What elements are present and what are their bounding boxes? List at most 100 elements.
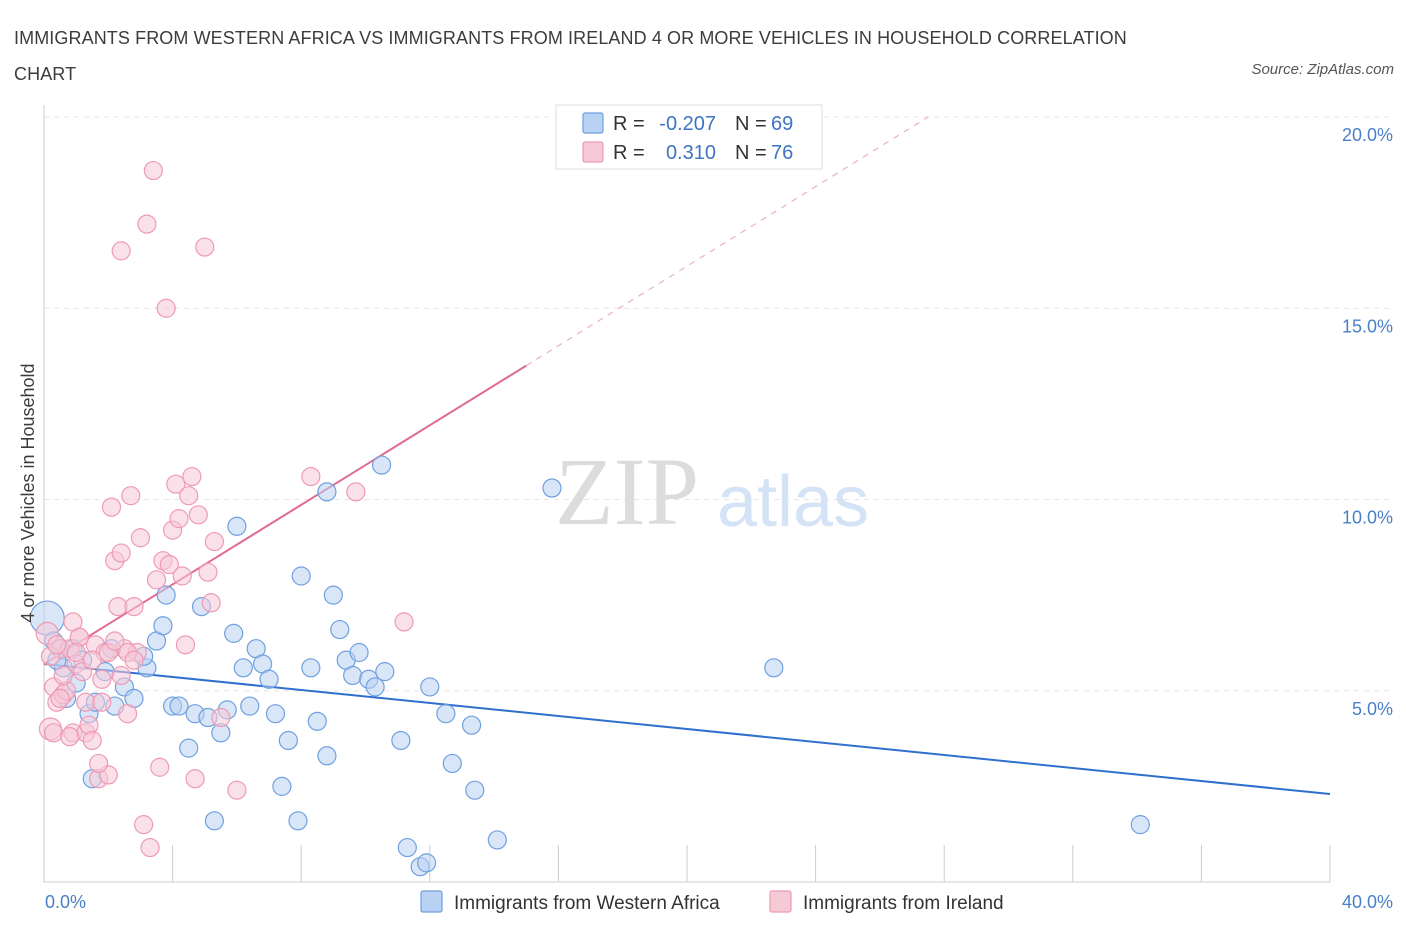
- ireland-point: [201, 593, 221, 613]
- western-africa-point: [397, 837, 417, 858]
- western-africa-point: [461, 715, 482, 735]
- ireland-point: [130, 528, 151, 548]
- r-label: R =: [613, 142, 645, 164]
- western-africa-swatch: [582, 112, 604, 134]
- trend-lines: [43, 116, 1331, 796]
- ireland-point: [82, 650, 102, 670]
- x-tick-label: 40.0%: [1342, 892, 1393, 912]
- source-label: Source: ZipAtlas.com: [1251, 61, 1394, 78]
- western-africa-point: [542, 478, 562, 498]
- western-africa-point: [278, 730, 298, 751]
- legend-label-western-africa: Immigrants from Western Africa: [454, 893, 720, 914]
- r-value: -0.207: [659, 113, 716, 135]
- ireland-point: [66, 642, 86, 663]
- ireland-point: [346, 482, 366, 502]
- western-africa-point: [265, 704, 286, 724]
- legend-swatch-western-africa: [420, 890, 443, 913]
- ireland-point: [156, 298, 176, 318]
- western-africa-point: [487, 830, 507, 850]
- x-tick-label: 0.0%: [45, 892, 86, 912]
- western-africa-point: [179, 738, 199, 758]
- ireland-point: [111, 241, 131, 261]
- watermark-zip: ZIP: [555, 438, 699, 545]
- western-africa-point: [442, 753, 462, 774]
- western-africa-point: [240, 696, 260, 716]
- ireland-point: [50, 688, 70, 709]
- western-africa-point: [317, 746, 337, 766]
- ireland-point: [195, 237, 215, 257]
- western-africa-point: [169, 696, 189, 716]
- ireland-point: [60, 727, 80, 747]
- ireland-point: [166, 474, 186, 494]
- ireland-point: [301, 466, 321, 487]
- ireland-point: [227, 780, 247, 800]
- ireland-point: [175, 635, 196, 655]
- ireland-point: [182, 466, 202, 487]
- watermark: ZIP atlas: [555, 438, 869, 545]
- ireland-point: [92, 669, 112, 689]
- western-africa-trend: [43, 662, 1331, 796]
- series-legend: Immigrants from Western Africa Immigrants…: [420, 890, 1004, 914]
- ireland-point: [137, 214, 157, 234]
- n-label: N =: [735, 142, 767, 164]
- western-africa-point: [233, 658, 253, 678]
- western-africa-point: [323, 585, 343, 605]
- data-points: [29, 160, 1150, 877]
- western-africa-point: [204, 811, 224, 831]
- y-tick-label: 20.0%: [1342, 125, 1393, 145]
- ireland-point: [121, 486, 141, 506]
- legend-swatch-ireland: [769, 890, 792, 913]
- ireland-point: [111, 665, 131, 686]
- ireland-trend: [43, 364, 527, 665]
- x-tick-labels: 0.0% 40.0%: [45, 892, 1393, 912]
- ireland-point: [47, 635, 67, 655]
- y-tick-label: 15.0%: [1342, 316, 1393, 336]
- western-africa-point: [153, 616, 173, 636]
- ireland-point: [188, 505, 208, 525]
- ireland-point: [394, 612, 414, 632]
- western-africa-point: [349, 642, 369, 663]
- ireland-point: [53, 665, 73, 686]
- ireland-point: [204, 531, 224, 552]
- ireland-point: [124, 596, 144, 617]
- r-value: 0.310: [666, 142, 716, 164]
- western-africa-point: [436, 704, 456, 724]
- western-africa-point: [301, 658, 321, 678]
- y-tick-labels: 5.0% 10.0% 15.0% 20.0%: [1342, 125, 1393, 719]
- ireland-point: [124, 650, 144, 670]
- ireland-point: [117, 704, 138, 724]
- western-africa-point: [156, 585, 176, 605]
- ireland-point: [44, 723, 64, 743]
- correlation-legend: R = -0.207 N = 69 R = 0.310 N = 76: [555, 104, 823, 170]
- n-value: 69: [771, 113, 793, 135]
- western-africa-point: [291, 566, 311, 586]
- ireland-point: [101, 497, 122, 517]
- r-label: R =: [613, 113, 645, 135]
- western-africa-point: [288, 811, 308, 831]
- ireland-point: [150, 757, 170, 777]
- y-axis-title: 4 or more Vehicles in Household: [18, 363, 38, 622]
- ireland-point: [185, 769, 205, 789]
- legend-label-ireland: Immigrants from Ireland: [803, 893, 1004, 914]
- watermark-atlas: atlas: [717, 462, 869, 542]
- western-africa-point: [1130, 815, 1150, 835]
- ireland-point: [143, 160, 163, 181]
- ireland-point: [89, 753, 109, 774]
- ireland-point: [134, 815, 154, 835]
- n-label: N =: [735, 113, 767, 135]
- chart-title: IMMIGRANTS FROM WESTERN AFRICA VS IMMIGR…: [14, 28, 1127, 84]
- ireland-point: [111, 543, 131, 563]
- western-africa-point: [317, 482, 337, 502]
- ireland-point: [179, 486, 199, 506]
- ireland-point: [146, 570, 167, 590]
- western-africa-point: [343, 665, 363, 686]
- western-africa-point: [330, 619, 350, 640]
- ireland-point: [159, 554, 179, 575]
- western-africa-point: [416, 853, 437, 873]
- western-africa-point: [371, 455, 392, 475]
- ireland-point: [198, 562, 218, 582]
- western-africa-point: [375, 662, 395, 682]
- n-value: 76: [771, 142, 793, 164]
- western-africa-point: [365, 677, 385, 697]
